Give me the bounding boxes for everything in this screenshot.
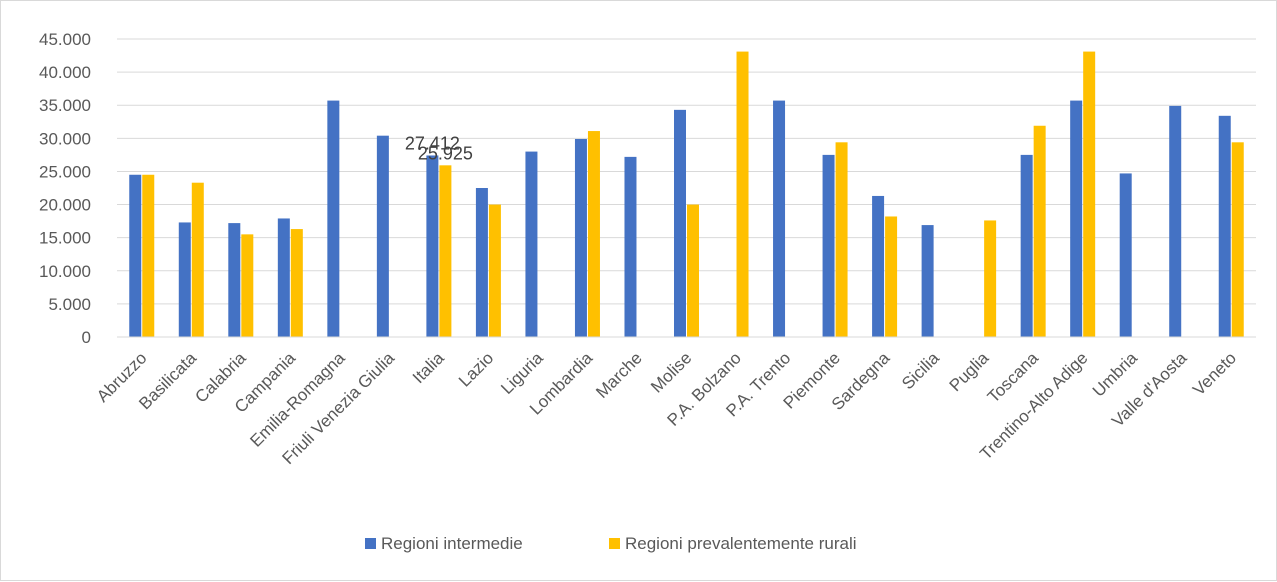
bar-rurali [290,229,303,337]
x-tick-label: Italia [409,348,448,387]
bar-rurali [885,216,898,337]
bar-rurali [142,174,155,337]
bar-rurali [191,182,204,337]
bar-intermedie [129,174,142,337]
bars [129,51,1244,338]
bar-rurali [835,142,848,337]
y-tick-label: 15.000 [39,229,91,248]
y-tick-label: 10.000 [39,262,91,281]
bar-rurali [736,51,749,338]
x-tick-label: Lazio [455,348,497,390]
x-tick-label: Molise [647,348,695,396]
bar-intermedie [1020,154,1033,337]
bar-intermedie [1218,115,1231,337]
x-tick-label: Sicilia [898,348,943,393]
x-tick-label: Marche [592,348,646,402]
bar-rurali [1231,142,1244,337]
bar-rurali [1083,51,1096,338]
bar-rurali [687,204,699,337]
data-label: 27.412 [405,133,460,153]
bar-intermedie [376,135,389,337]
bar-intermedie [921,225,934,337]
legend: Regioni intermedie Regioni prevalentement… [365,534,857,553]
bar-intermedie [475,188,488,337]
bar-rurali [439,165,452,337]
bar-rurali [587,131,600,337]
bar-intermedie [1070,100,1083,337]
bar-intermedie [1169,105,1182,337]
bar-intermedie [178,222,191,337]
bar-rurali [241,234,254,337]
bar-intermedie [1119,173,1132,337]
bar-rurali [488,204,501,337]
legend-swatch-intermedie [365,538,376,549]
bar-intermedie [574,138,587,337]
bar-intermedie [277,218,290,337]
x-tick-label: Puglia [946,348,993,395]
bar-rurali [984,220,997,337]
y-tick-label: 0 [82,328,91,347]
y-tick-label: 35.000 [39,96,91,115]
legend-label: Regioni prevalentemente rurali [625,534,857,553]
y-tick-label: 5.000 [48,295,91,314]
x-tick-label: Veneto [1189,348,1240,399]
bar-intermedie [822,154,835,337]
bar-intermedie [228,223,241,337]
y-tick-label: 30.000 [39,129,91,148]
bar-intermedie [872,195,885,337]
bar-intermedie [773,100,786,337]
bar-intermedie [327,100,340,337]
legend-swatch-rurali [609,538,620,549]
bar-intermedie [624,156,637,337]
bar-rurali [1033,125,1046,337]
bar-intermedie [525,151,538,337]
data-label: 25.925 [418,143,473,163]
legend-label: Regioni intermedie [381,534,523,553]
gridlines [117,38,1256,305]
bar-intermedie [674,109,686,337]
y-tick-label: 40.000 [39,63,91,82]
bar-intermedie [426,155,439,337]
y-tick-label: 20.000 [39,196,91,215]
y-tick-label: 25.000 [39,162,91,181]
y-tick-label: 45.000 [39,30,91,49]
